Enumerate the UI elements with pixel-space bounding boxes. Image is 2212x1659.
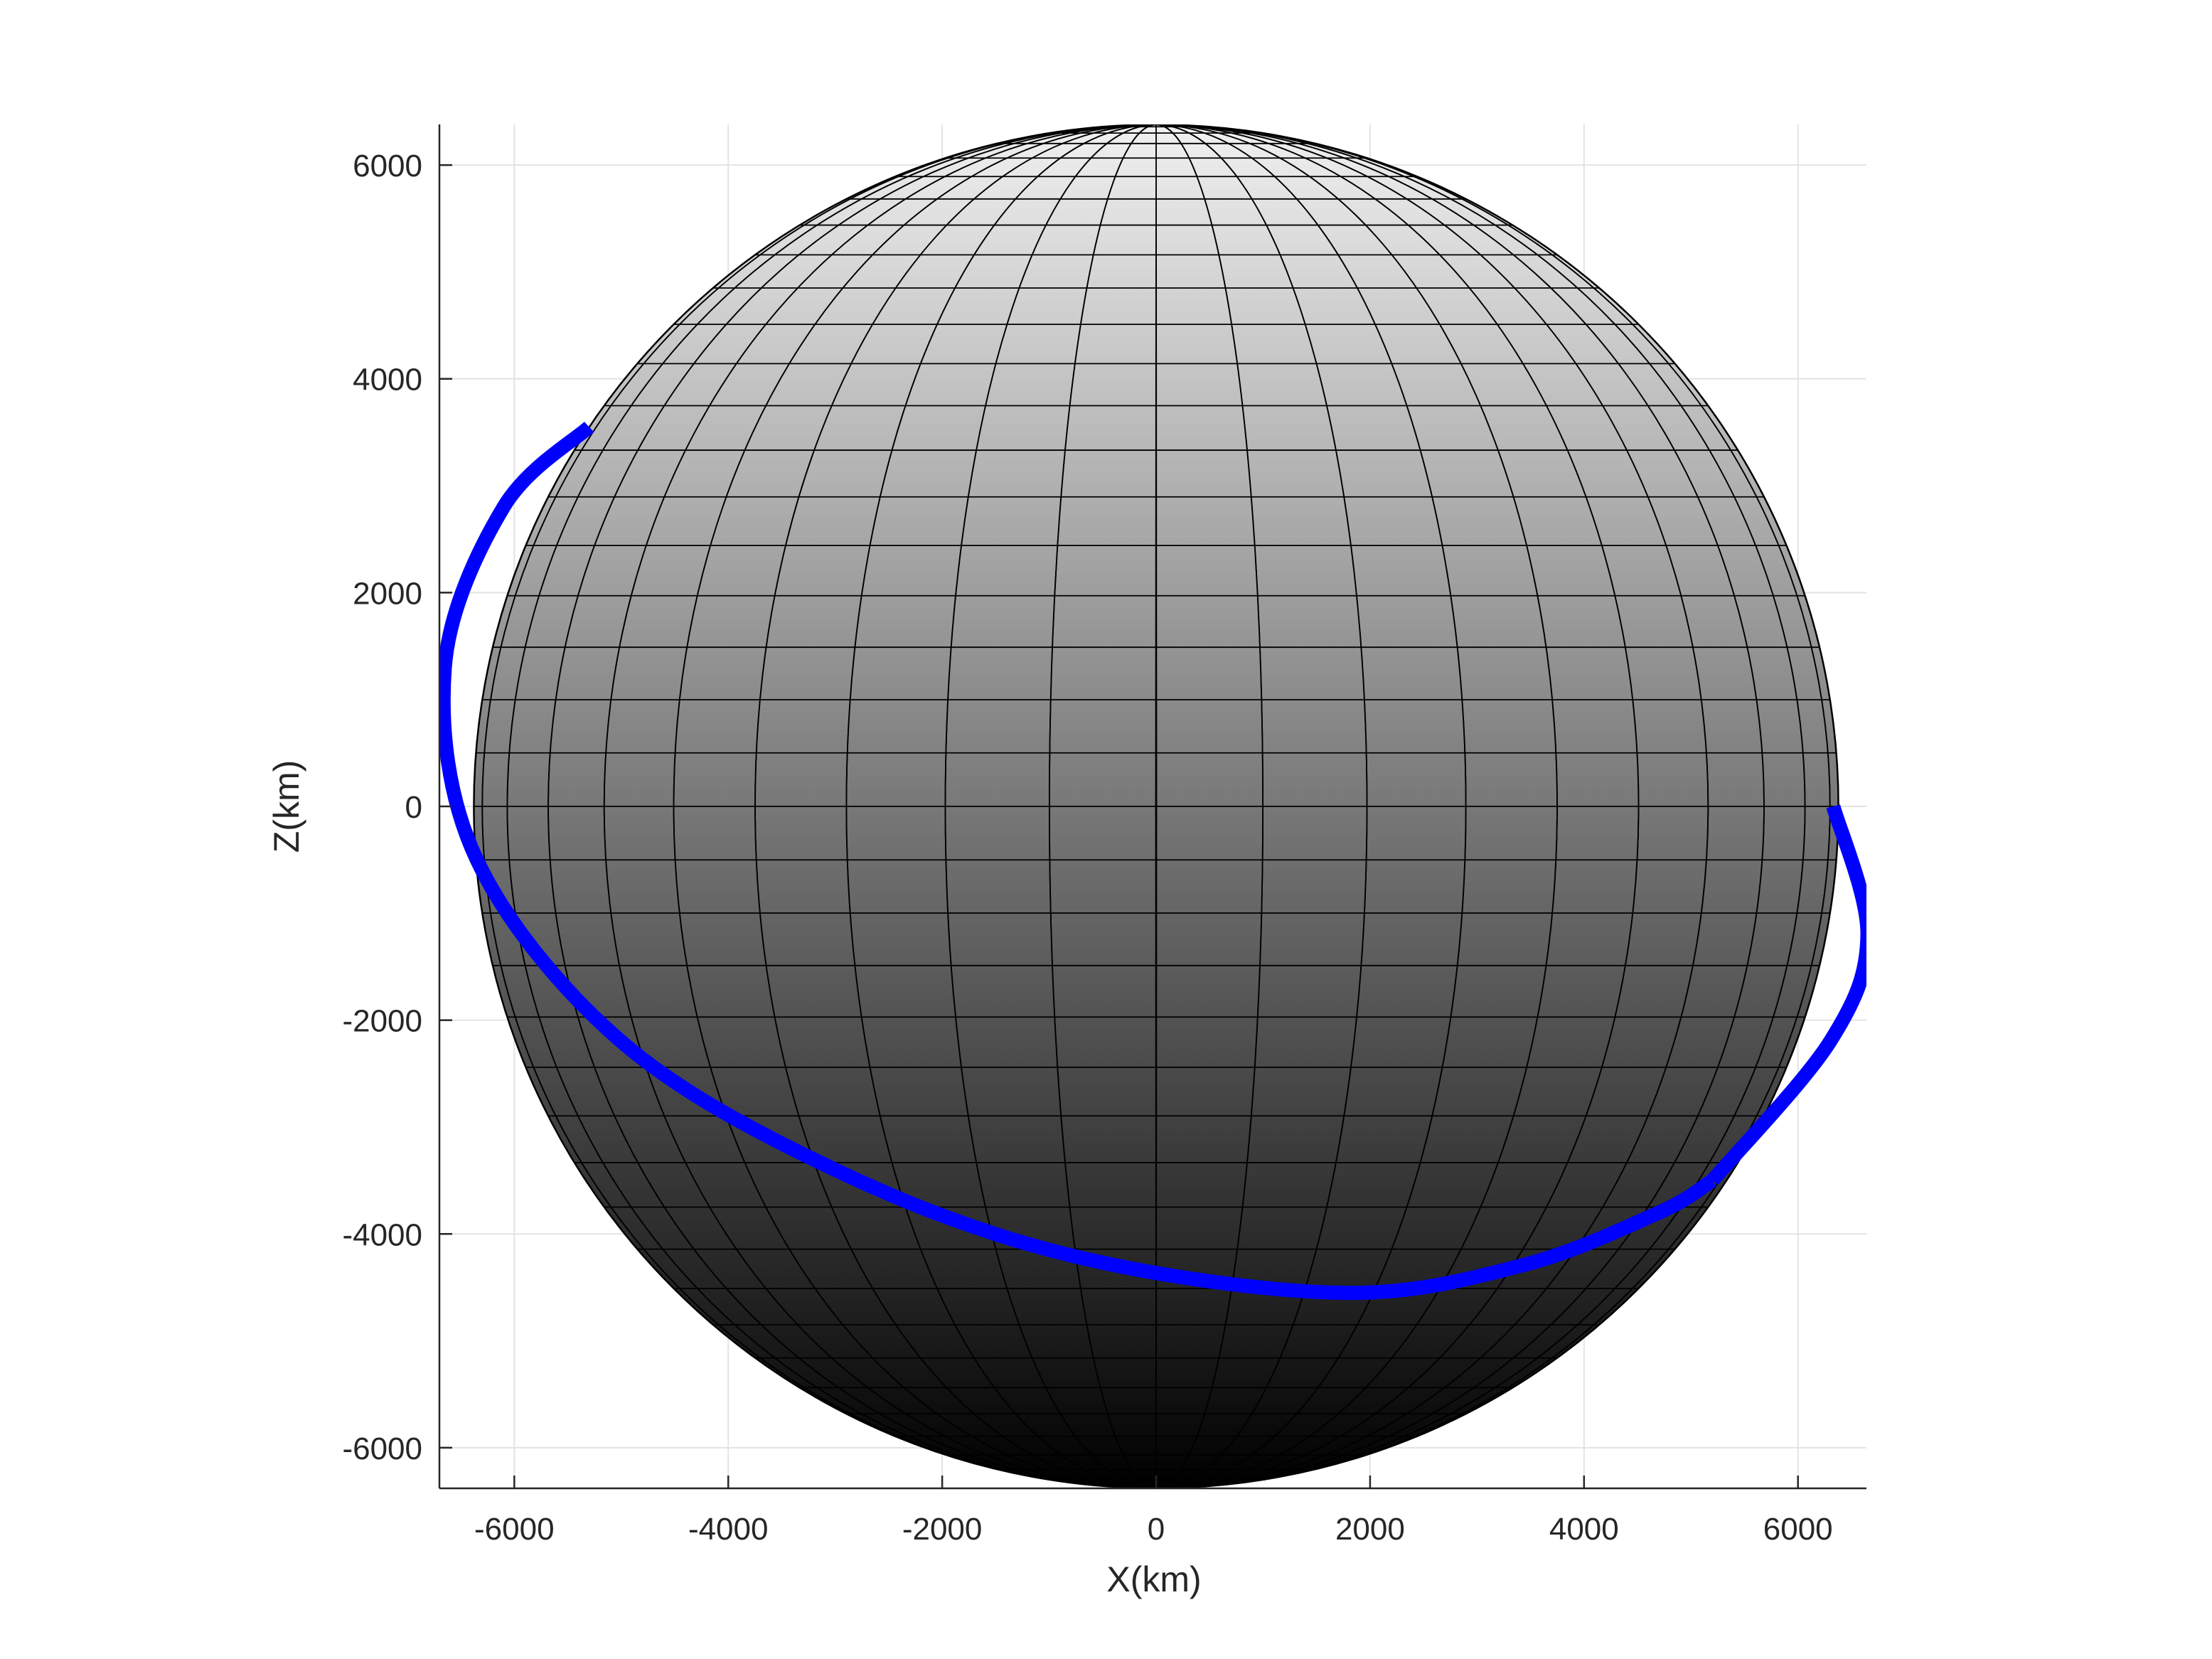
sphere-meridian <box>1155 124 1158 1488</box>
x-axis-label: X(km) <box>1106 1559 1201 1599</box>
orbit <box>439 421 1866 1301</box>
y-tick-label: 0 <box>405 790 422 825</box>
y-axis-label: Z(km) <box>267 760 306 853</box>
x-tick-label: -4000 <box>688 1512 769 1547</box>
x-tick-label: 2000 <box>1335 1512 1405 1547</box>
y-tick-label: 6000 <box>353 149 422 183</box>
y-tick-label: -2000 <box>342 1004 422 1039</box>
y-tick-label: 4000 <box>353 363 422 398</box>
x-tick-label: -6000 <box>474 1512 555 1547</box>
orbit-right-arc <box>1706 804 1866 1185</box>
y-tick-label: 2000 <box>353 576 422 611</box>
orbit-front-arc <box>439 421 1716 1301</box>
y-tick-label: -4000 <box>342 1217 422 1252</box>
x-tick-label: 4000 <box>1549 1512 1619 1547</box>
x-tick-label: 0 <box>1148 1512 1165 1547</box>
tick-labels: -6000 -4000 -2000 0 2000 4000 6000 -6000 -4000 -2… <box>342 149 1832 1547</box>
sphere <box>473 124 1839 1488</box>
axes <box>438 124 1866 1490</box>
x-tick-label: -2000 <box>902 1512 983 1547</box>
x-tick-label: 6000 <box>1763 1512 1833 1547</box>
y-tick-label: -6000 <box>342 1431 422 1466</box>
